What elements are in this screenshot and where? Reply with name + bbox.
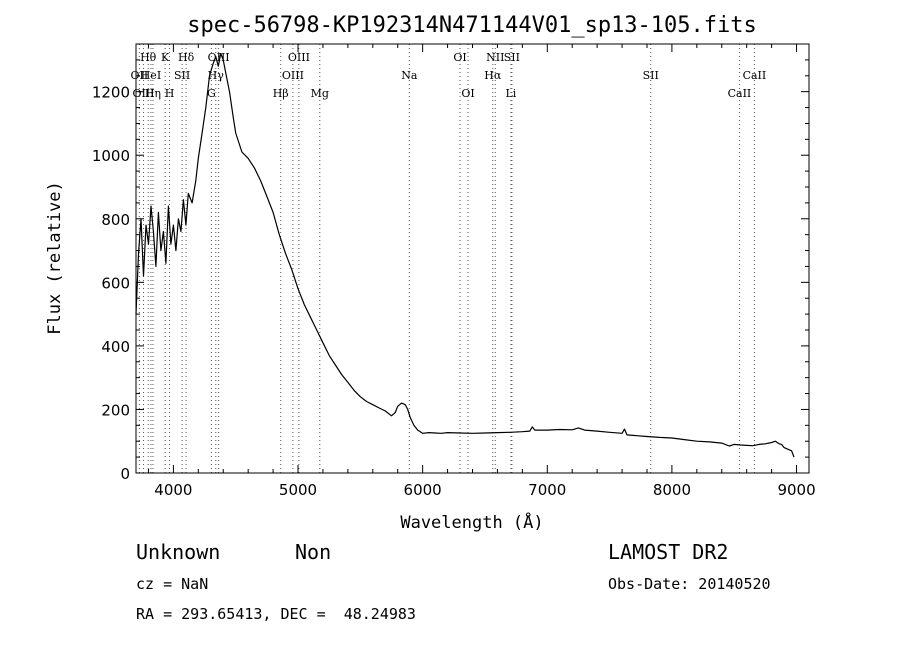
y-tick-label-6: 1200 xyxy=(92,84,130,102)
series-group xyxy=(135,52,795,458)
line-label-15: Mg xyxy=(311,87,329,100)
line-label-9: OIII xyxy=(208,51,230,64)
axis-ticks: 4000 5000 6000 7000 8000 9000 0 200 400 600 800 100… xyxy=(92,44,816,499)
line-label-14: Hβ xyxy=(273,87,289,100)
line-label-16: Na xyxy=(401,69,418,82)
line-label-13: OIII xyxy=(282,69,304,82)
survey-label: LAMOST DR2 xyxy=(608,540,729,564)
line-label-0: Hθ xyxy=(140,51,157,64)
line-label-6: OIII xyxy=(132,87,154,100)
y-tick-label-2: 400 xyxy=(101,338,130,356)
chart-title: spec-56798-KP192314N471144V01_sp13-105.f… xyxy=(187,13,757,38)
line-label-20: SII xyxy=(504,51,520,64)
obsdate-label: Obs-Date: 20140520 xyxy=(608,575,771,593)
x-tick-label-2: 6000 xyxy=(404,481,442,499)
subclass-label: Non xyxy=(295,540,332,564)
x-tick-label-3: 7000 xyxy=(528,481,566,499)
plot-frame xyxy=(135,43,810,474)
y-tick-label-5: 1000 xyxy=(92,147,130,165)
line-label-12: OIII xyxy=(288,51,310,64)
line-label-2: Hδ xyxy=(178,51,195,64)
line-label-24: CaII xyxy=(743,69,767,82)
line-label-17: OI xyxy=(453,51,466,64)
y-tick-label-0: 0 xyxy=(120,465,130,483)
line-label-4: HeI xyxy=(141,69,161,82)
class-label: Unknown xyxy=(136,540,221,564)
radec-label: RA = 293.65413, DEC = 48.24983 xyxy=(136,605,416,623)
line-label-23: SII xyxy=(643,69,659,82)
y-tick-label-3: 600 xyxy=(101,274,130,292)
line-label-18: OI xyxy=(461,87,474,100)
line-label-21: Hα xyxy=(484,69,502,82)
y-tick-label-4: 800 xyxy=(101,211,130,229)
line-label-22: Li xyxy=(505,87,516,100)
line-label-7: Hη xyxy=(145,87,161,100)
y-tick-label-1: 200 xyxy=(101,401,130,419)
line-label-25: CaII xyxy=(728,87,752,100)
line-label-8: H xyxy=(165,87,175,100)
line-label-11: G xyxy=(207,87,216,100)
x-axis-label: Wavelength (Å) xyxy=(400,511,543,533)
x-tick-label-4: 8000 xyxy=(653,481,691,499)
line-label-19: NII xyxy=(486,51,504,64)
x-tick-label-0: 4000 xyxy=(154,481,192,499)
line-label-1: K xyxy=(161,51,170,64)
x-tick-label-5: 9000 xyxy=(777,481,815,499)
series-line-0 xyxy=(135,52,795,458)
x-tick-label-1: 5000 xyxy=(279,481,317,499)
plot-border xyxy=(135,43,810,474)
y-axis-label: Flux (relative) xyxy=(45,181,65,335)
line-label-5: SII xyxy=(174,69,190,82)
cz-label: cz = NaN xyxy=(136,575,209,593)
